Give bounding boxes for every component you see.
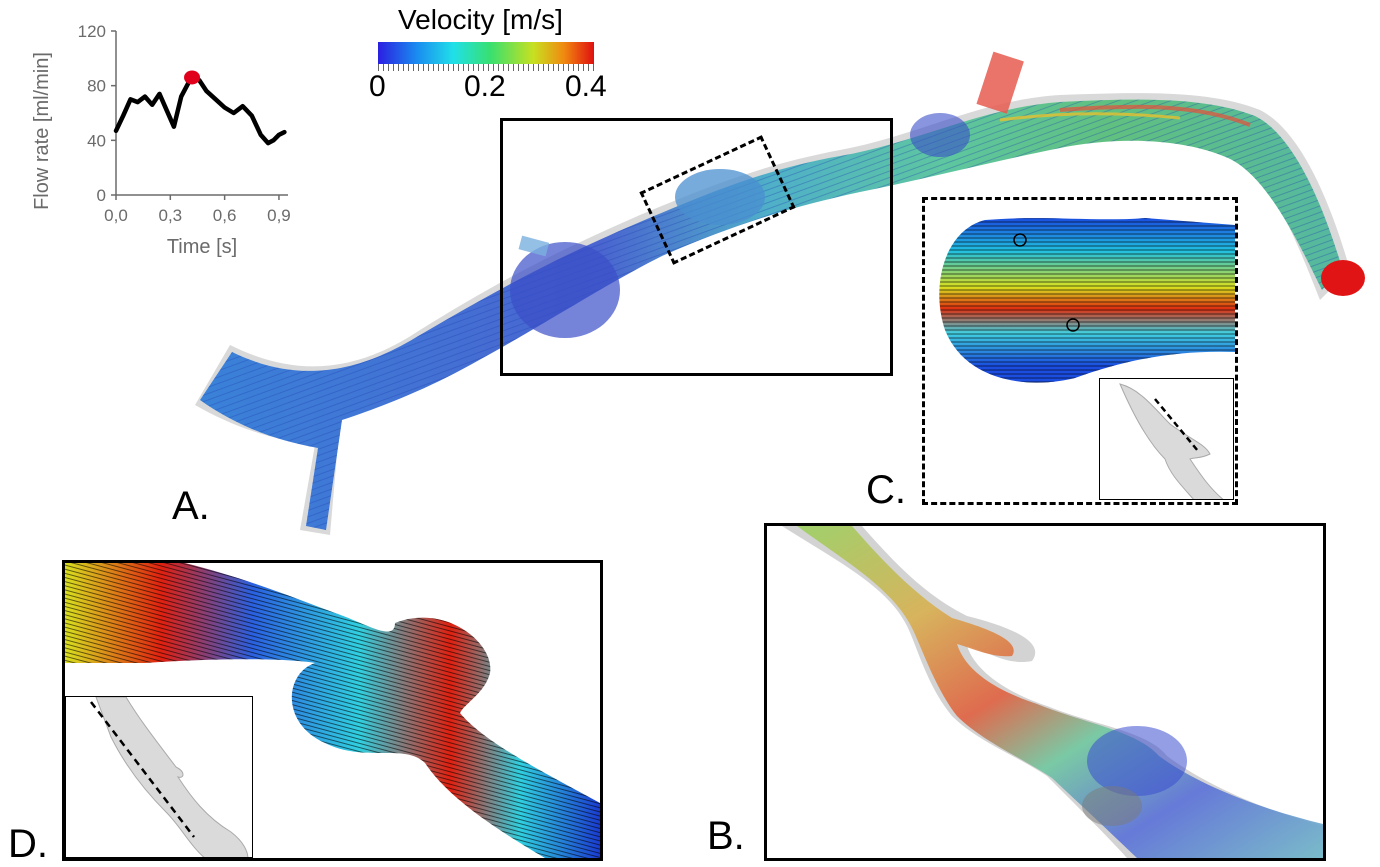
colorbar-gradient <box>378 42 594 64</box>
panel-c <box>922 197 1238 505</box>
x-axis-label: Time [s] <box>167 236 237 258</box>
colorbar-title: Velocity [m/s] <box>398 4 563 35</box>
peak-marker <box>184 70 201 85</box>
zoom-box-b <box>500 118 893 376</box>
colorbar-tick-0: 0 <box>369 70 386 103</box>
panel-c-inset-geometry <box>1119 383 1224 499</box>
colorbar-ticks <box>378 64 594 71</box>
colorbar-tick-2: 0.4 <box>565 70 607 103</box>
panel-b-streamlines <box>782 526 1323 858</box>
panel-label-c: C. <box>866 468 906 512</box>
vessel-streamlines-a <box>195 51 1365 535</box>
panel-d-streamlines <box>65 563 600 858</box>
x-tick-label: 0,9 <box>267 206 291 225</box>
flow-rate-chart: 0 40 80 120 0,0 0,3 0,6 0,9 Time [s] Flow rate [m… <box>20 15 310 280</box>
y-tick-label: 0 <box>97 186 106 205</box>
x-tick-label: 0,6 <box>213 206 237 225</box>
panel-c-inset <box>1099 378 1234 500</box>
x-tick-label: 0,3 <box>158 206 182 225</box>
y-tick-label: 40 <box>87 131 106 150</box>
panel-label-d: D. <box>8 822 48 866</box>
panel-d-inset <box>65 696 253 858</box>
colorbar-tick-1: 0.2 <box>464 70 506 103</box>
x-tick-label: 0,0 <box>104 206 128 225</box>
panel-label-b: B. <box>707 814 745 858</box>
panel-d <box>62 560 603 861</box>
velocity-colorbar: Velocity [m/s] 0 0.2 0.4 <box>369 4 610 104</box>
y-tick-label: 80 <box>87 77 106 96</box>
panel-a <box>195 51 1365 535</box>
y-axis-label: Flow rate [ml/min] <box>31 52 53 210</box>
y-tick-label: 120 <box>78 22 106 41</box>
panel-c-streamlines <box>939 218 1235 383</box>
flow-rate-chart-svg: 0 40 80 120 0,0 0,3 0,6 0,9 Time [s] Flow rate [m… <box>31 22 291 258</box>
panel-d-inset-geometry <box>90 697 249 857</box>
panel-b <box>764 523 1326 861</box>
flow-rate-series-line <box>113 75 287 146</box>
panel-label-a: A. <box>172 484 210 528</box>
